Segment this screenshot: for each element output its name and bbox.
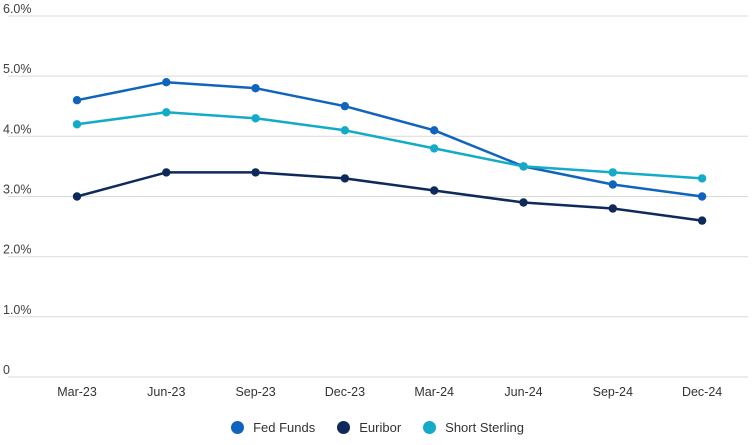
data-point-euribor-Dec-23[interactable] [340,174,350,183]
x-axis-tick-label: Dec-24 [682,385,722,399]
x-axis-tick-label: Mar-23 [57,385,97,399]
data-point-short-sterling-Mar-24[interactable] [430,144,439,153]
legend-label: Fed Funds [253,419,316,435]
data-point-euribor-Sep-24[interactable] [608,204,617,213]
y-axis-tick-label: 2.0% [3,243,32,257]
data-point-euribor-Mar-24[interactable] [430,186,439,195]
legend-label: Euribor [359,419,402,435]
data-point-euribor-Jun-24[interactable] [519,198,528,207]
y-axis-tick-label: 4.0% [3,122,32,136]
series-line-fed-funds [75,80,704,198]
line-chart-plot-area: 6.0% 5.0% 4.0% 3.0% 2.0% 1.0% 0 Mar-23 Jun-23 Sep… [3,2,748,399]
y-axis-tick-label: 0 [3,363,10,377]
x-axis-tick-label: Dec-23 [325,385,365,399]
y-axis-tick-label: 6.0% [3,2,32,16]
data-point-short-sterling-Jun-23[interactable] [162,108,171,117]
data-point-short-sterling-Dec-23[interactable] [340,126,350,135]
data-point-short-sterling-Mar-23[interactable] [72,120,82,129]
data-point-short-sterling-Jun-24[interactable] [519,162,528,171]
x-axis-tick-label: Sep-23 [235,385,275,399]
y-axis-tick-label: 5.0% [3,62,32,76]
x-axis-tick-label: Jun-23 [147,385,185,399]
data-point-short-sterling-Sep-23[interactable] [251,114,260,123]
data-point-fed-funds-Mar-24[interactable] [430,126,439,135]
x-axis-tick-label: Mar-24 [414,385,454,399]
y-axis-tick-label: 3.0% [3,183,32,197]
legend-item-euribor[interactable]: Euribor [337,420,401,435]
series-line-short-sterling [75,111,704,180]
legend-marker-icon [337,420,351,434]
legend-marker-icon [423,420,437,434]
x-axis-tick-label: Jun-24 [504,385,542,399]
x-axis-tick-label: Sep-24 [593,385,633,399]
data-point-euribor-Sep-23[interactable] [251,168,260,177]
data-point-fed-funds-Sep-23[interactable] [251,84,260,93]
legend-item-fed-funds[interactable]: Fed Funds [231,420,315,435]
data-point-fed-funds-Dec-23[interactable] [340,102,350,111]
legend-item-short-sterling[interactable]: Short Sterling [423,420,524,435]
series-line-euribor [75,171,704,222]
data-point-short-sterling-Dec-24[interactable] [697,174,707,183]
chart-legend: Fed Funds Euribor Short Sterling [0,413,755,441]
data-point-short-sterling-Sep-24[interactable] [608,168,617,177]
data-point-fed-funds-Sep-24[interactable] [608,180,617,189]
data-point-euribor-Dec-24[interactable] [697,216,707,225]
y-axis-tick-label: 1.0% [3,303,32,317]
data-point-fed-funds-Mar-23[interactable] [72,96,82,105]
legend-label: Short Sterling [445,419,524,435]
data-point-euribor-Jun-23[interactable] [162,168,171,177]
data-point-fed-funds-Jun-23[interactable] [162,78,171,87]
data-point-euribor-Mar-23[interactable] [72,192,82,201]
data-point-fed-funds-Dec-24[interactable] [697,192,707,201]
legend-marker-icon [231,420,245,434]
